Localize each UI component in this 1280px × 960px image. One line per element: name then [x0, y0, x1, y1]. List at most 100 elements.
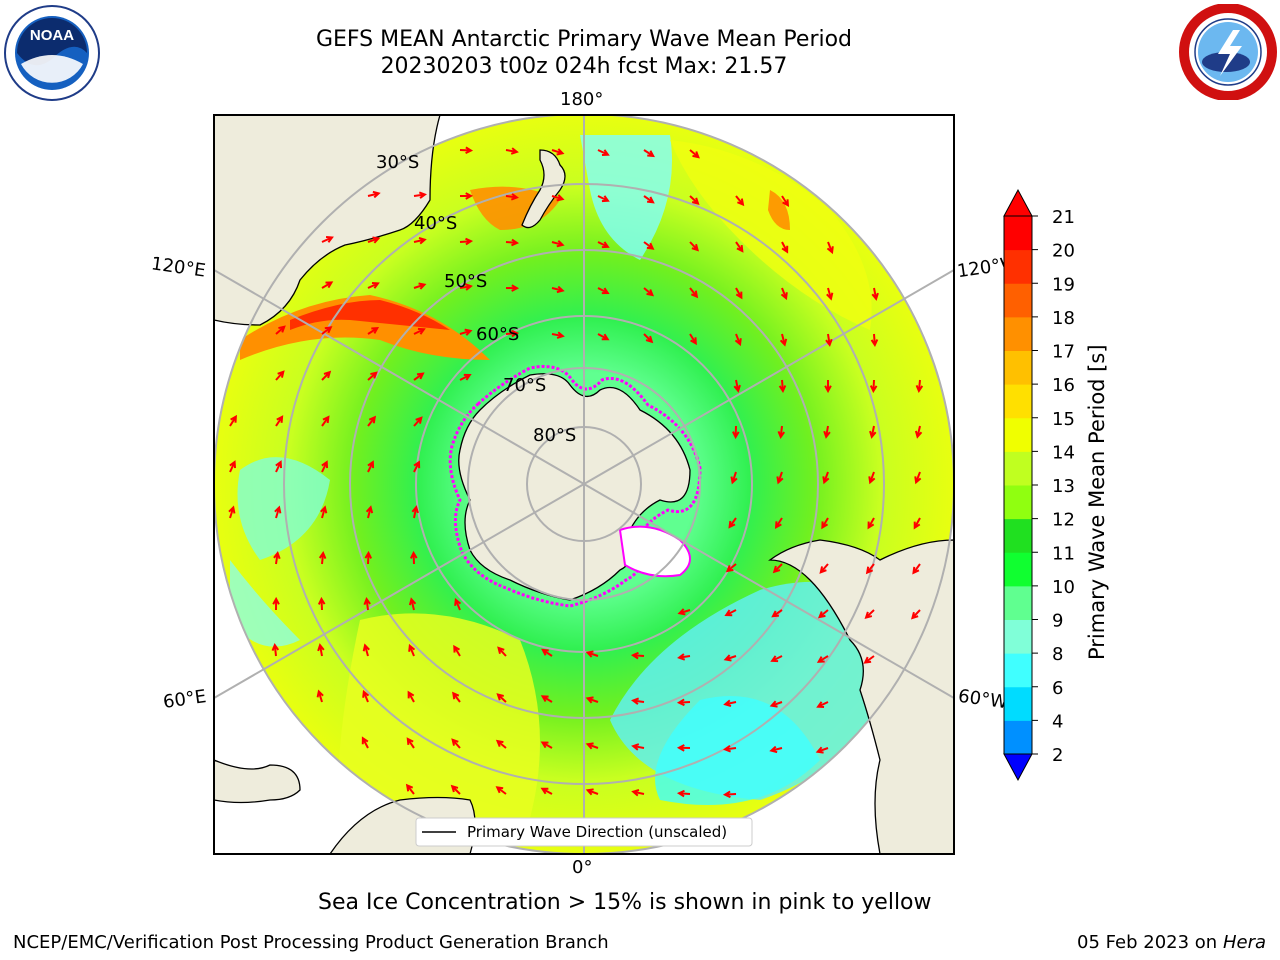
- wave-direction-arrow: [631, 789, 645, 797]
- map-subtitle: 20230203 t00z 024h fcst Max: 21.57: [380, 54, 788, 79]
- wave-direction-arrow: [824, 379, 832, 394]
- sea-ice-caption: Sea Ice Concentration > 15% is shown in …: [318, 890, 932, 915]
- colorbar-tick-label: 19: [1052, 274, 1075, 295]
- wave-direction-arrow: [735, 241, 744, 253]
- wave-direction-arrow: [413, 237, 427, 245]
- wave-direction-arrow: [367, 327, 380, 335]
- wave-direction-arrow: [643, 241, 655, 250]
- wave-direction-arrow: [689, 241, 699, 252]
- wave-direction-arrow: [864, 609, 875, 620]
- wave-direction-arrow: [912, 563, 921, 575]
- wave-direction-arrow: [826, 287, 834, 301]
- colorbar-segment: [1004, 619, 1032, 654]
- wave-direction-arrow: [275, 460, 283, 473]
- wave-direction-arrow: [689, 195, 700, 205]
- wave-direction-arrow: [597, 149, 610, 157]
- colorbar-tick-label: 4: [1052, 711, 1063, 732]
- colorbar-tick-label: 18: [1052, 308, 1075, 329]
- noaa-logo-text: NOAA: [30, 27, 74, 44]
- wave-direction-arrow: [780, 287, 788, 301]
- colorbar-tick-label: 16: [1052, 375, 1075, 396]
- wave-direction-arrow: [823, 425, 831, 439]
- wave-direction-arrow: [723, 745, 737, 753]
- wave-direction-arrow: [724, 609, 737, 617]
- wave-direction-arrow: [459, 373, 472, 381]
- legend-label: Primary Wave Direction (unscaled): [467, 823, 727, 841]
- wave-direction-arrow: [821, 517, 829, 530]
- map-title: GEFS MEAN Antarctic Primary Wave Mean Pe…: [315, 27, 853, 52]
- wave-direction-arrow: [405, 783, 415, 795]
- lat-label-40s: 40°S: [414, 213, 458, 234]
- colorbar-segment: [1004, 653, 1032, 688]
- colorbar-tick-label: 8: [1052, 644, 1063, 665]
- wave-direction-arrow: [631, 697, 645, 705]
- wave-direction-arrow: [459, 146, 474, 155]
- wave-direction-arrow: [913, 517, 921, 530]
- wave-direction-arrow: [676, 744, 691, 752]
- wave-direction-arrow: [459, 192, 474, 200]
- wave-direction-arrow: [816, 701, 829, 709]
- wave-direction-arrow: [407, 690, 415, 703]
- wave-direction-arrow: [551, 331, 565, 339]
- wave-direction-arrow: [505, 329, 520, 338]
- wave-direction-arrow: [496, 693, 507, 703]
- wave-direction-arrow: [915, 379, 924, 394]
- wave-direction-arrow: [271, 642, 280, 657]
- wave-direction-arrow: [817, 609, 829, 619]
- wave-direction-arrow: [585, 788, 599, 796]
- wave-direction-arrow: [317, 643, 325, 657]
- wave-direction-arrow: [495, 739, 507, 749]
- lat-label-60s: 60°S: [476, 324, 520, 345]
- wave-direction-arrow: [597, 241, 610, 249]
- wave-direction-arrow: [769, 700, 783, 708]
- wave-direction-arrow: [413, 460, 421, 473]
- wave-direction-arrow: [643, 287, 655, 297]
- colorbar-segment: [1004, 485, 1032, 520]
- wave-direction-arrow: [585, 696, 599, 704]
- wave-direction-arrow: [321, 370, 332, 381]
- wave-direction-arrow: [505, 284, 520, 292]
- colorbar-tick-label: 14: [1052, 442, 1075, 463]
- wave-direction-arrow: [868, 471, 876, 485]
- wave-direction-arrow: [411, 505, 419, 519]
- wave-direction-arrow: [677, 608, 691, 616]
- wave-direction-arrow: [228, 505, 236, 519]
- wave-direction-arrow: [454, 597, 462, 611]
- wave-direction-arrow: [630, 651, 645, 660]
- wave-direction-arrow: [825, 333, 833, 347]
- wave-direction-arrow: [631, 743, 645, 751]
- colorbar-segment: [1004, 585, 1032, 620]
- wave-direction-arrow: [733, 379, 741, 393]
- wave-direction-arrow: [459, 237, 474, 246]
- wave-direction-arrow: [914, 425, 923, 439]
- wave-direction-arrow: [551, 285, 565, 294]
- wave-direction-arrow: [781, 195, 790, 208]
- wave-direction-arrow: [779, 333, 788, 347]
- colorbar-tick-label: 13: [1052, 476, 1075, 497]
- wave-direction-arrow: [275, 370, 285, 381]
- wave-direction-arrow: [826, 241, 834, 255]
- wave-direction-arrow: [676, 789, 691, 798]
- wave-direction-arrow: [367, 281, 380, 289]
- wave-direction-arrow: [321, 236, 334, 243]
- wave-direction-arrow: [643, 149, 655, 158]
- wave-direction-arrow: [730, 471, 738, 485]
- noaa-logo: NOAA: [4, 5, 100, 101]
- wave-direction-arrow: [914, 471, 922, 485]
- wave-direction-arrow: [367, 190, 381, 199]
- wave-direction-arrow: [871, 287, 879, 301]
- wave-direction-arrow: [318, 550, 327, 565]
- wave-direction-arrow: [451, 738, 461, 749]
- wave-direction-arrow: [505, 147, 519, 155]
- footer-date-text: 05 Feb 2023 on: [1077, 932, 1218, 953]
- wave-direction-arrow: [367, 415, 377, 427]
- wave-direction-arrow: [413, 372, 425, 381]
- colorbar-extend-low: [1003, 753, 1033, 782]
- colorbar-tick-label: 6: [1052, 678, 1063, 699]
- wave-direction-arrow: [275, 415, 284, 427]
- wave-direction-arrow: [540, 741, 553, 749]
- colorbar-segment: [1004, 384, 1032, 419]
- colorbar-tick-label: 20: [1052, 241, 1075, 262]
